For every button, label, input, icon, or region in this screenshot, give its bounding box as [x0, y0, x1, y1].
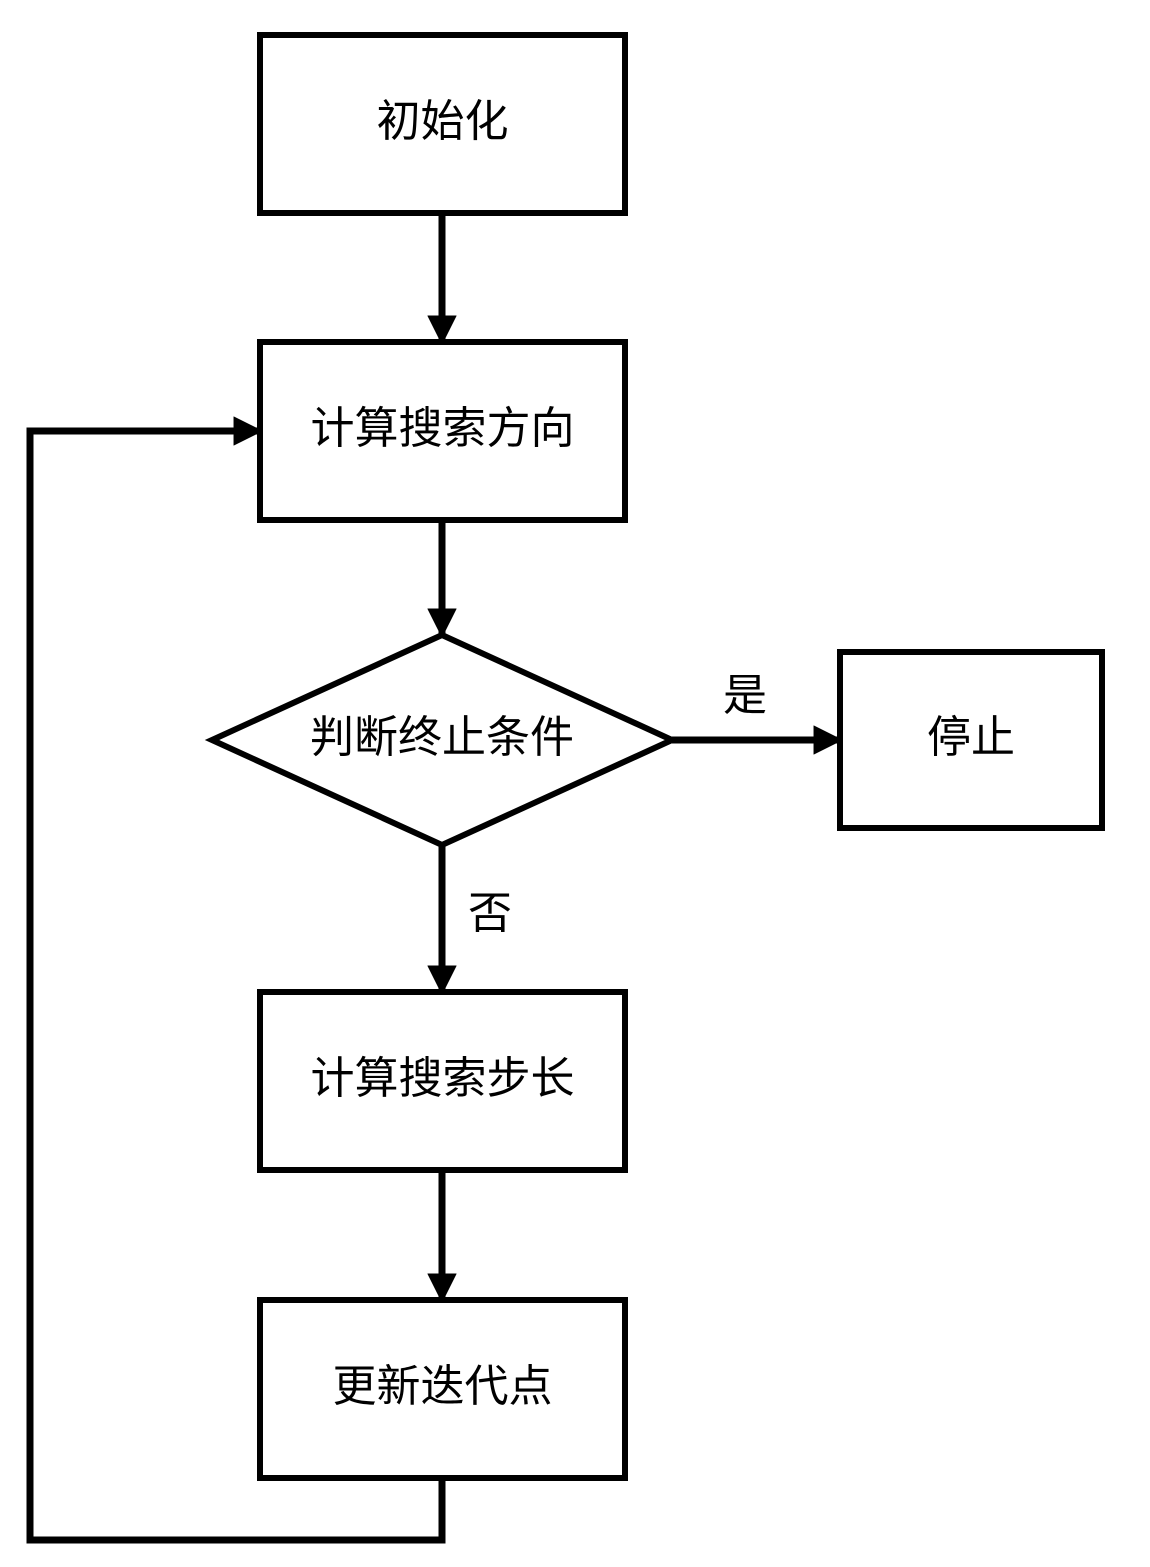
- node-label-stop: 停止: [927, 713, 1015, 762]
- node-label-step: 计算搜索步长: [311, 1054, 575, 1103]
- flowchart-canvas: 是否 初始化计算搜索方向判断终止条件 停止计算搜索步长更新迭代点: [0, 0, 1150, 1567]
- edge-label-decision-stop: 是: [723, 671, 767, 720]
- node-label-direction: 计算搜索方向: [311, 404, 575, 453]
- nodes: 初始化计算搜索方向判断终止条件 停止计算搜索步长更新迭代点: [212, 35, 1102, 1478]
- node-label-init: 初始化: [377, 97, 509, 146]
- edge-label-decision-step: 否: [468, 889, 512, 938]
- node-label-update: 更新迭代点: [333, 1362, 553, 1411]
- node-label-decision: 判断终止条件: [310, 713, 574, 762]
